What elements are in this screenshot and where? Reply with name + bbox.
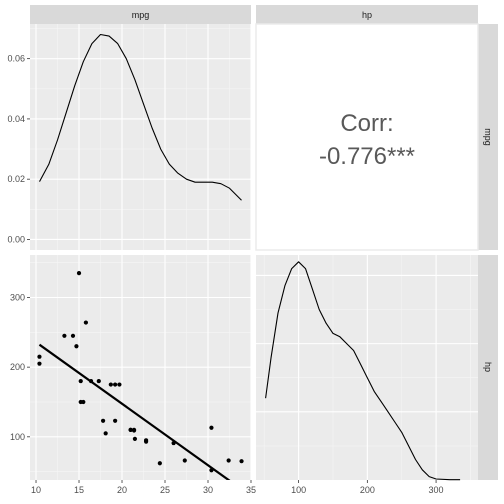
- y-tick-label: 100: [10, 432, 25, 442]
- scatter-point: [182, 458, 187, 463]
- panel-bg: [30, 24, 251, 250]
- x-tick-label: 200: [360, 485, 375, 495]
- regression-line: [38, 343, 231, 480]
- hp-density-line: [265, 261, 461, 481]
- y-tick-label: 300: [10, 292, 25, 302]
- strip-hp-label: hp: [362, 10, 372, 20]
- scatter-point: [108, 382, 113, 387]
- y-tick-label: 200: [10, 362, 25, 372]
- scatter-point: [96, 378, 101, 384]
- corr-label: Corr:: [340, 110, 393, 137]
- y-tick-label: 0.02: [7, 174, 25, 184]
- x-tick-label: 25: [160, 485, 170, 495]
- scatter-point: [113, 418, 118, 423]
- scatter-point: [209, 425, 214, 430]
- x-tick-label: 300: [429, 485, 444, 495]
- scatter-point: [37, 361, 42, 366]
- x-tick-label: 15: [74, 485, 84, 495]
- scatter-point: [128, 427, 133, 432]
- scatter-point: [100, 418, 106, 423]
- scatter-point: [113, 382, 118, 387]
- strip-mpg-label: mpg: [132, 10, 150, 20]
- y-tick-label: 0.06: [7, 54, 25, 64]
- row-strip-hp-bg: [478, 255, 498, 480]
- scatter-point: [171, 440, 176, 446]
- strip-mpg-bg: [30, 5, 251, 24]
- mpg-density-line: [39, 33, 242, 201]
- scatter-point: [132, 436, 138, 442]
- scatter-point: [78, 399, 83, 405]
- scatter-point: [239, 459, 244, 464]
- scatter-point: [143, 438, 149, 443]
- scatter-point: [70, 333, 76, 338]
- x-tick-label: 35: [246, 485, 256, 495]
- x-tick-label: 20: [117, 485, 127, 495]
- scatter-point: [74, 344, 79, 349]
- row-strip-hp-label: hp: [483, 362, 493, 372]
- panel-correlation: Corr: -0.776***: [255, 23, 479, 251]
- panel-scatter-mpg-hp: 10 15 20 25 30 35 100 200 300: [10, 255, 256, 495]
- scatter-point: [37, 354, 42, 359]
- scatter-point: [117, 382, 122, 387]
- scatter-point: [88, 378, 94, 384]
- scatter-point: [226, 458, 231, 463]
- scatter-point: [76, 271, 82, 276]
- scatter-point: [83, 320, 88, 325]
- scatter-point: [157, 461, 162, 466]
- x-tick-label: 30: [203, 485, 213, 495]
- panel-hp-density: 100 200 300: [256, 255, 478, 495]
- strip-hp-bg: [256, 5, 478, 24]
- scatter-point: [62, 333, 67, 338]
- row-strip-mpg-label: mpg: [483, 128, 493, 146]
- scatter-point: [103, 431, 108, 436]
- scatter-point: [131, 428, 137, 433]
- row-strip-mpg-bg: [478, 24, 498, 250]
- corr-value: -0.776***: [319, 143, 415, 170]
- scatter-point: [78, 378, 83, 384]
- y-tick-label: 0.00: [7, 234, 25, 244]
- corr-panel-bg: [255, 23, 479, 251]
- panel-mpg-density: 0.00 0.02 0.04 0.06: [7, 24, 252, 250]
- y-tick-label: 0.04: [7, 114, 25, 124]
- scatter-point: [209, 468, 214, 473]
- x-tick-label: 100: [291, 485, 306, 495]
- x-tick-label: 10: [31, 485, 41, 495]
